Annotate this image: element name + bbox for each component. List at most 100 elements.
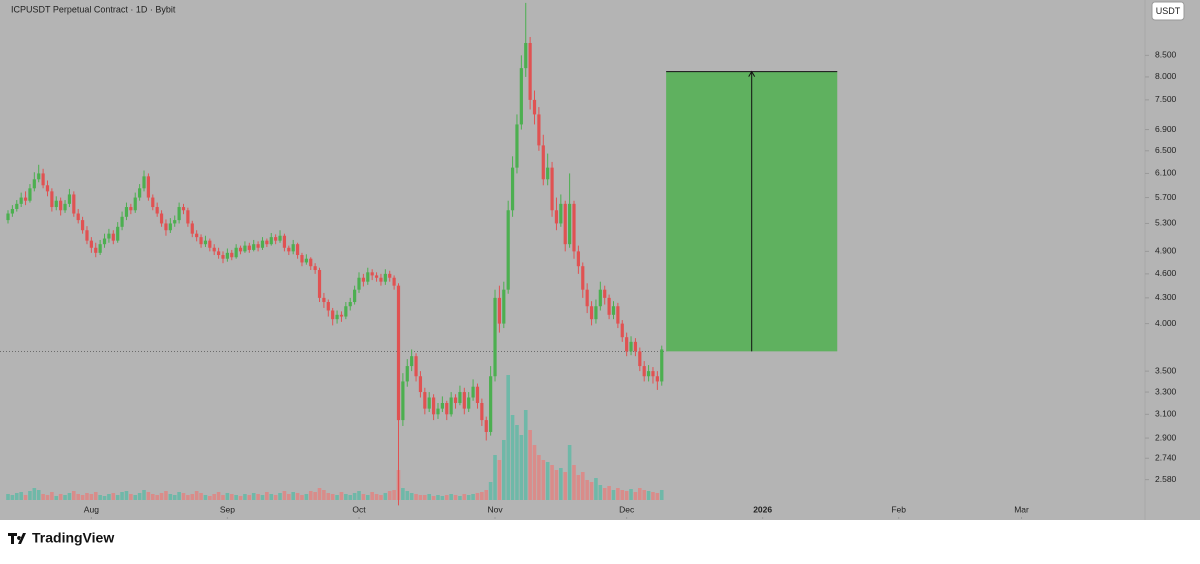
candle-body [124,207,129,217]
candle-body [423,392,427,409]
volume-bar [269,494,274,500]
candle-body [625,337,629,352]
candle-body [383,273,387,282]
candle-body [467,397,471,409]
volume-bar [409,493,414,500]
volume-bar [194,491,199,500]
volume-bar [111,493,116,500]
candle-body [195,233,199,238]
volume-bar [32,488,37,500]
volume-bar [212,494,217,500]
volume-bar [655,493,660,500]
candle-body [418,376,423,393]
candle-body [445,403,449,415]
volume-bar [208,496,212,500]
volume-bar [238,496,243,500]
volume-bar [497,460,502,500]
candle-body [234,247,238,258]
candle-body [410,356,414,367]
volume-bar [181,493,186,500]
candle-body [63,203,67,211]
volume-bar [423,495,427,500]
candle-body [322,297,326,303]
volume-bar [379,495,383,500]
candle-body [265,240,269,245]
candle-body [203,240,208,245]
candle-body [344,306,348,317]
currency-box[interactable] [1151,1,1185,21]
volume-bar [480,492,484,500]
volume-bar [436,495,440,500]
volume-bar [146,492,151,500]
candle-body [497,297,502,324]
volume-bar [453,495,458,500]
volume-bar [488,482,493,500]
candle-body [660,349,664,382]
volume-bar [383,493,388,500]
candle-body [230,252,234,258]
volume-bar [326,493,331,500]
y-tick-label: 6.900 [1155,124,1177,134]
y-tick-label: 8.500 [1155,50,1177,60]
volume-bar [313,492,317,500]
y-tick-label: 4.600 [1155,268,1177,278]
candle-body [181,207,186,211]
candle-body [348,302,352,307]
x-tick-label: Dec [619,504,635,514]
volume-bar [462,494,467,500]
candle-body [59,200,63,211]
volume-bar [137,493,142,500]
candle-body [238,247,243,252]
volume-bar [519,435,524,500]
candle-body [629,341,633,352]
volume-bar [155,495,159,500]
volume-bar [576,475,581,500]
candle-body [642,366,646,377]
y-tick-label: 7.500 [1155,94,1177,104]
volume-bar [475,493,480,500]
candle-body [603,289,607,298]
candle-body [392,277,396,286]
volume-bar [115,495,120,500]
volume-bar [515,425,519,500]
volume-bar [401,488,405,500]
candle-body [502,289,506,324]
candle-body [269,237,273,245]
candle-body [493,297,497,377]
candle-body [67,194,72,204]
x-tick-label: Sep [220,504,235,514]
y-tick-label: 4.000 [1155,318,1177,328]
candle-body [559,203,563,224]
volume-bar [418,495,423,500]
volume-bar [260,495,265,500]
candle-body [76,213,80,221]
candle-body [102,238,107,245]
candle-body [155,207,159,214]
candle-body [563,203,567,245]
volume-bar [361,494,366,500]
volume-bar [414,494,418,500]
volume-bar [370,492,374,500]
volume-bar [36,490,41,500]
candle-body [32,179,36,189]
candle-body [620,323,624,338]
candle-body [313,266,317,271]
candle-body [326,302,330,311]
brand-logo [8,533,26,544]
volume-bar [624,491,629,500]
volume-bar [449,494,453,500]
x-tick-label: Feb [891,504,906,514]
candle-body [142,176,146,189]
volume-bar [243,494,247,500]
candle-body [515,124,519,168]
candle-body [111,233,115,241]
volume-bar [501,440,506,500]
volume-bar [41,494,45,500]
candle-body [37,173,41,180]
candle-body [611,306,616,315]
candle-body [243,245,247,252]
candle-body [107,233,111,239]
candle-body [427,397,431,409]
candle-body [41,173,45,186]
